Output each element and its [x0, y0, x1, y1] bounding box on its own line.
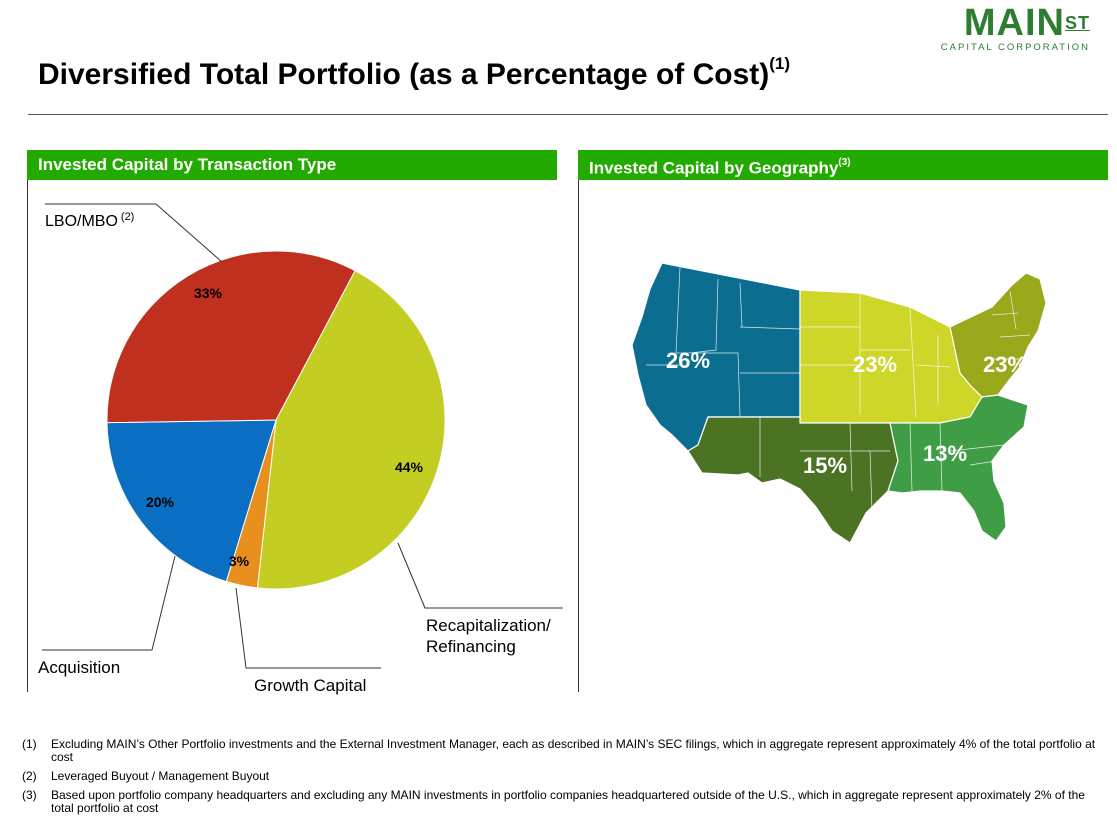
title-footnote-ref: (1) — [769, 54, 791, 73]
map-label-southwest: 15% — [803, 453, 847, 478]
slice-label-growth: 3% — [229, 553, 250, 569]
pie-slice-acquisition — [106, 419, 277, 583]
us-geography-map: 26% 23% 23% 15% 13% — [631, 262, 1047, 544]
logo-wordmark: MAINST — [963, 2, 1090, 44]
logo-subtitle: CAPITAL CORPORATION — [940, 42, 1090, 53]
map-label-northeast: 23% — [983, 352, 1027, 377]
category-label-lbo: LBO/MBO (2) — [45, 211, 134, 230]
pie-slice-lbo — [106, 250, 356, 424]
map-region-southeast — [887, 394, 1029, 542]
map-label-southeast: 13% — [923, 441, 967, 466]
map-region-northeast — [949, 272, 1047, 398]
left-panel-rule — [27, 180, 28, 692]
footnotes: (1) Excluding MAIN’s Other Portfolio inve… — [22, 738, 1102, 821]
page-title: Diversified Total Portfolio (as a Percen… — [38, 54, 791, 91]
pie-slice-recap — [256, 269, 446, 590]
map-label-midwest: 23% — [853, 352, 897, 377]
title-divider — [28, 114, 1108, 115]
mainst-logo: MAINST CAPITAL CORPORATION — [930, 4, 1090, 54]
leader-line-recap — [397, 542, 563, 609]
category-label-recap-line2: Refinancing — [426, 637, 516, 656]
geography-header: Invested Capital by Geography(3) — [578, 150, 1108, 180]
footnote-3: (3) Based upon portfolio company headquar… — [22, 788, 1085, 815]
right-panel-rule — [578, 180, 579, 692]
category-label-acquisition: Acquisition — [38, 658, 120, 677]
footnote-1: (1) Excluding MAIN’s Other Portfolio inve… — [22, 737, 1096, 764]
map-region-southwest — [687, 416, 899, 544]
leader-line-acquisition — [42, 555, 176, 651]
category-label-growth: Growth Capital — [254, 676, 366, 695]
leader-line-growth — [235, 587, 381, 669]
slice-label-recap: 44% — [395, 459, 424, 475]
footnote-2: (2) Leveraged Buyout / Management Buyout — [22, 769, 270, 783]
map-label-west: 26% — [666, 348, 710, 373]
leader-line-lbo — [45, 203, 223, 263]
category-label-recap-line1: Recapitalization/ — [426, 616, 551, 635]
slice-label-lbo: 33% — [194, 285, 223, 301]
slice-label-acquisition: 20% — [146, 494, 175, 510]
transaction-type-header: Invested Capital by Transaction Type — [27, 150, 557, 180]
